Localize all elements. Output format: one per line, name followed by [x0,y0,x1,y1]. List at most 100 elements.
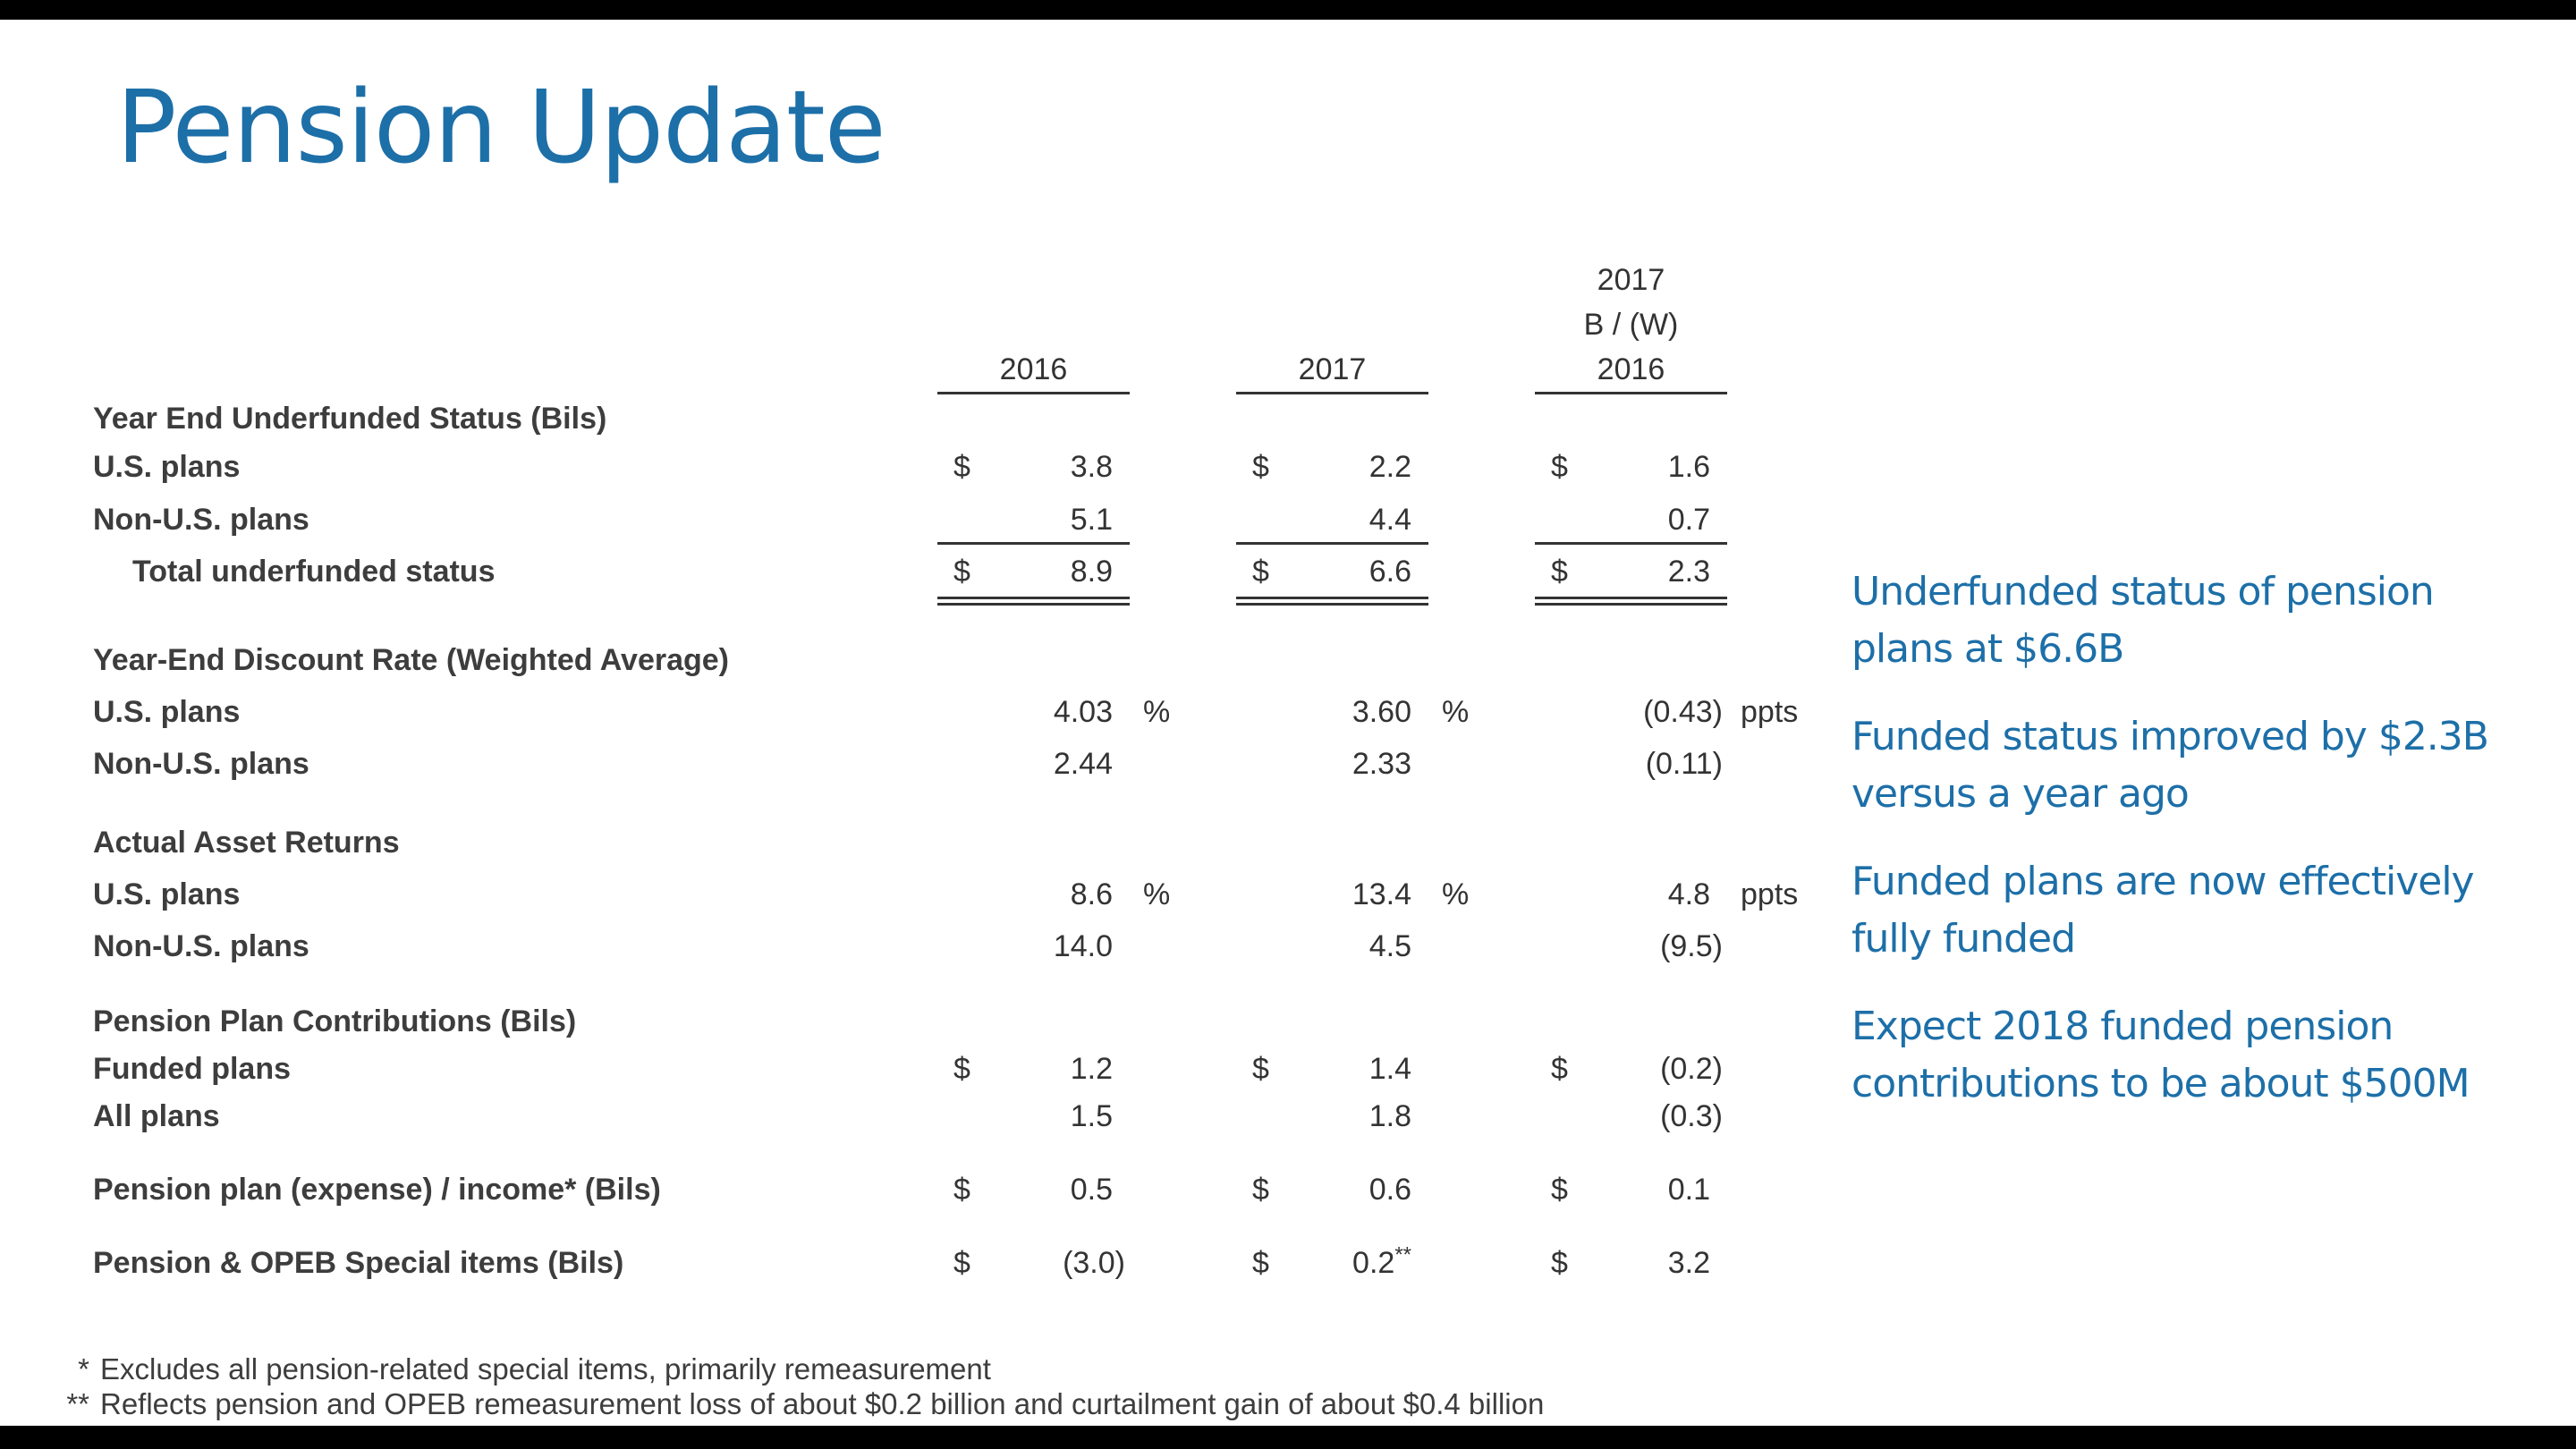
value-2017: 2.33 [1352,747,1411,781]
top-bar [0,0,2576,20]
column-header-variance: 2017 B / (W) 2016 [1535,258,1727,394]
dollar-sign: $ [953,1052,970,1086]
value-2017-cell: 0.2** [1233,1241,1411,1285]
dollar-sign: $ [953,1246,970,1280]
row-label: Non-U.S. plans [93,929,309,963]
percent-sign: % [1143,877,1171,911]
dollar-sign: $ [1551,1173,1568,1207]
row-label: U.S. plans [93,877,241,911]
section-header: Actual Asset Returns [93,826,400,860]
total-double-rule [937,597,1130,606]
discount-us-row: U.S. plans 4.03 % 3.60 % (0.43) ppts [0,690,1878,734]
value-2016: 1.2 [1070,1052,1113,1086]
total-double-rule [1236,597,1428,606]
value-variance: 2.3 [1667,555,1710,589]
callout-underfunded: Underfunded status of pension plans at $… [1852,569,2435,672]
dollar-sign: $ [1252,450,1269,484]
footnote-text: Excludes all pension-related special ite… [100,1352,991,1385]
column-header-2017-label: 2017 [1236,347,1428,394]
footnote-mark: * [78,1352,89,1385]
row-label: All plans [93,1099,220,1133]
value-2017: 3.60 [1352,695,1411,729]
contrib-header-row: Pension Plan Contributions (Bils) [0,999,1878,1044]
column-header-2017: 2017 [1236,347,1428,394]
section-header: Pension Plan Contributions (Bils) [93,1004,577,1038]
value-2016: 1.5 [1070,1099,1113,1133]
dollar-sign: $ [1252,1173,1269,1207]
value-2017: 13.4 [1352,877,1411,911]
returns-us-row: U.S. plans 8.6 % 13.4 % 4.8 ppts [0,872,1878,917]
row-label: Pension plan (expense) / income* (Bils) [93,1173,661,1207]
subtotal-rule [1236,542,1428,545]
footnote-1: * Excludes all pension-related special it… [45,1352,991,1386]
underfunded-nonus-row: Non-U.S. plans 5.1 4.4 0.7 [0,497,1878,542]
callouts-panel: Underfunded status of pension plans at $… [1852,564,2496,1143]
variance-header-line1: 2017 [1597,263,1665,297]
value-2017: 0.6 [1368,1173,1411,1207]
value-variance: (0.11) [1645,747,1723,781]
row-label: Total underfunded status [132,555,496,589]
row-label: Non-U.S. plans [93,747,309,781]
value-2016: 8.6 [1070,877,1113,911]
section-header: Year-End Discount Rate (Weighted Average… [93,643,729,677]
contrib-all-row: All plans 1.5 1.8 (0.3) [0,1094,1878,1139]
value-2016: 2.44 [1053,747,1113,781]
value-variance: (9.5) [1660,929,1723,963]
footnote-marker: ** [1394,1242,1411,1267]
value-2016: 14.0 [1053,929,1113,963]
percent-sign: % [1143,695,1171,729]
value-2017: 6.6 [1368,555,1411,589]
value-variance: (0.3) [1660,1099,1723,1133]
dollar-sign: $ [1551,555,1568,589]
value-variance: (0.43) [1643,695,1723,729]
footnote-text: Reflects pension and OPEB remeasurement … [100,1387,1545,1420]
underfunded-total-row: Total underfunded status $ 8.9 $ 6.6 $ 2… [0,549,1878,594]
value-2017: 4.5 [1368,929,1411,963]
footnote-mark: ** [66,1387,89,1420]
callout-fully-funded: Funded plans are now effectively fully f… [1852,859,2475,962]
dollar-sign: $ [1551,1052,1568,1086]
percent-sign: % [1442,695,1470,729]
row-label: Funded plans [93,1052,291,1086]
value-variance: (0.2) [1660,1052,1723,1086]
value-2017: 1.4 [1368,1052,1411,1086]
variance-header-line3: 2016 [1535,347,1727,394]
value-2017: 1.8 [1368,1099,1411,1133]
total-double-rule [1535,597,1727,606]
callout-funded-improved: Funded status improved by $2.3B versus a… [1852,714,2489,817]
value-2016: 4.03 [1053,695,1113,729]
returns-nonus-row: Non-U.S. plans 14.0 4.5 (9.5) [0,924,1878,969]
row-label: Non-U.S. plans [93,503,309,537]
value-2017: 0.2 [1352,1246,1395,1280]
discount-nonus-row: Non-U.S. plans 2.44 2.33 (0.11) [0,741,1878,786]
section-header: Year End Underfunded Status (Bils) [93,402,607,436]
subtotal-rule [1535,542,1727,545]
value-variance: 1.6 [1667,450,1710,484]
dollar-sign: $ [953,450,970,484]
dollar-sign: $ [1551,450,1568,484]
value-variance: 3.2 [1667,1246,1710,1280]
percent-sign: % [1442,877,1470,911]
contrib-funded-row: Funded plans $ 1.2 $ 1.4 $ (0.2) [0,1046,1878,1091]
column-header-2016: 2016 [937,347,1130,394]
value-2016: 0.5 [1070,1173,1113,1207]
ppts-unit: ppts [1741,877,1799,911]
dollar-sign: $ [1252,555,1269,589]
subtotal-rule [937,542,1130,545]
value-2017: 2.2 [1368,450,1411,484]
row-label: U.S. plans [93,695,241,729]
bottom-bar [0,1426,2576,1449]
dollar-sign: $ [1551,1246,1568,1280]
value-2016: 5.1 [1070,503,1113,537]
row-label: U.S. plans [93,450,241,484]
returns-header-row: Actual Asset Returns [0,820,1878,865]
value-2016: (3.0) [1063,1246,1125,1280]
callout-2018-contributions: Expect 2018 funded pension contributions… [1852,1004,2470,1106]
special-items-row: Pension & OPEB Special items (Bils) $ (3… [0,1241,1878,1285]
dollar-sign: $ [1252,1052,1269,1086]
dollar-sign: $ [953,555,970,589]
dollar-sign: $ [1252,1246,1269,1280]
underfunded-us-row: U.S. plans $ 3.8 $ 2.2 $ 1.6 [0,445,1878,489]
value-2017: 4.4 [1368,503,1411,537]
column-header-2016-label: 2016 [937,347,1130,394]
